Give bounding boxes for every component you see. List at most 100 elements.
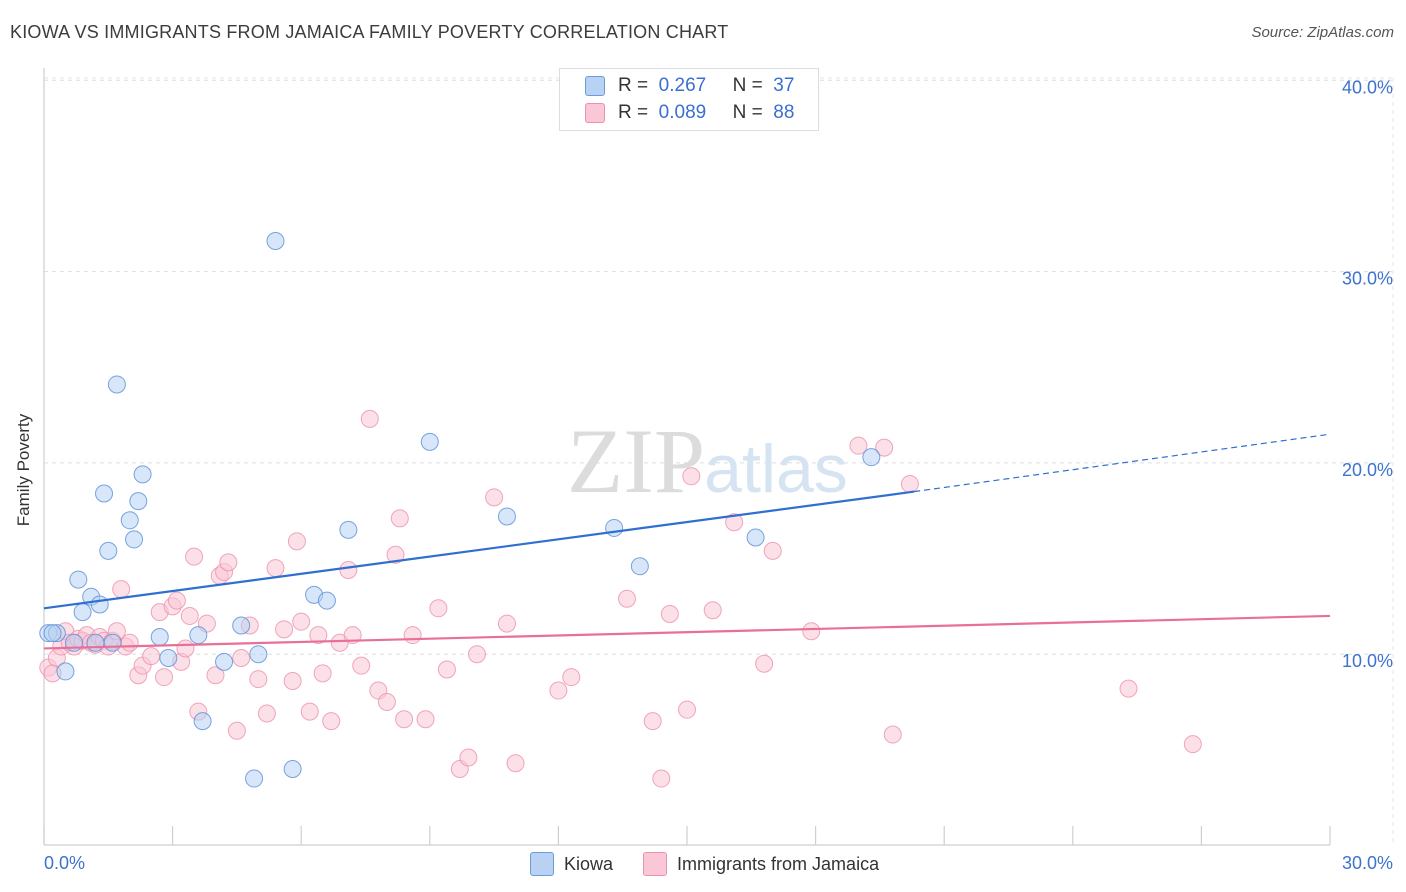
y-tick-label: 10.0%	[1342, 651, 1393, 671]
jamaica-point	[678, 700, 696, 719]
jamaica-point	[167, 591, 186, 610]
jamaica-point	[390, 509, 409, 528]
watermark-zip: ZIP	[567, 410, 705, 512]
jamaica-point	[360, 409, 379, 428]
jamaica-point	[395, 710, 414, 729]
kiowa-point	[120, 511, 139, 530]
kiowa-point	[133, 465, 152, 484]
jamaica-point	[257, 704, 276, 723]
jamaica-point	[652, 769, 671, 788]
jamaica-point	[112, 580, 131, 599]
kiowa-point	[245, 769, 264, 788]
jamaica-point	[617, 589, 636, 608]
jamaica-point	[660, 605, 679, 624]
kiowa-point	[317, 591, 336, 610]
jamaica-point	[155, 668, 174, 687]
jamaica-point	[313, 664, 332, 683]
kiowa-trend-extension	[914, 433, 1331, 493]
jamaica-point	[206, 666, 225, 685]
jamaica-point	[266, 559, 285, 578]
jamaica-point	[703, 601, 722, 620]
kiowa-point	[150, 627, 169, 646]
jamaica-point	[249, 670, 268, 689]
jamaica-point	[682, 467, 701, 486]
jamaica-point	[643, 712, 662, 731]
jamaica-point	[763, 541, 782, 560]
jamaica-point	[849, 436, 868, 455]
kiowa-point	[129, 492, 148, 511]
jamaica-point	[180, 606, 199, 625]
kiowa-point	[125, 530, 144, 549]
jamaica-point	[322, 712, 341, 731]
series-legend: Kiowa Immigrants from Jamaica	[530, 852, 909, 876]
legend-item-kiowa[interactable]: Kiowa	[530, 852, 613, 876]
jamaica-point	[883, 725, 902, 744]
kiowa-legend-swatch	[530, 852, 554, 876]
kiowa-point	[90, 595, 109, 614]
jamaica-point	[467, 645, 486, 664]
jamaica-point	[176, 639, 195, 658]
jamaica-point	[352, 656, 371, 675]
trend-lines	[43, 433, 1331, 650]
legend-label-kiowa: Kiowa	[564, 853, 614, 874]
kiowa-point	[43, 624, 62, 643]
jamaica-point	[403, 626, 422, 645]
kiowa-point	[107, 375, 126, 394]
jamaica-point	[309, 626, 328, 645]
tick-labels: 10.0% 20.0% 30.0% 40.0% 0.0% 30.0%	[44, 77, 1393, 873]
jamaica-point	[562, 668, 581, 687]
kiowa-point	[497, 507, 516, 526]
kiowa-point	[103, 633, 122, 652]
n-value-jamaica: 88	[773, 102, 795, 123]
r-label: R =	[618, 75, 649, 96]
y-tick-label: 20.0%	[1342, 460, 1393, 480]
jamaica-point	[802, 622, 821, 641]
jamaica-point	[227, 721, 246, 740]
jamaica-point	[283, 671, 302, 690]
kiowa-point	[232, 616, 251, 635]
jamaica-point	[755, 654, 774, 673]
kiowa-point	[339, 520, 358, 539]
jamaica-point	[142, 647, 161, 666]
legend-item-jamaica[interactable]: Immigrants from Jamaica	[643, 852, 879, 876]
jamaica-point	[343, 626, 362, 645]
kiowa-point	[215, 652, 234, 671]
jamaica-trend-line	[43, 614, 1331, 650]
kiowa-point	[193, 712, 212, 731]
jamaica-point	[339, 561, 358, 580]
n-value-kiowa: 37	[773, 75, 795, 96]
r-value-jamaica: 0.089	[658, 102, 707, 123]
jamaica-point	[232, 649, 251, 668]
kiowa-point	[159, 649, 178, 668]
jamaica-point	[497, 614, 516, 633]
jamaica-point	[1119, 679, 1138, 698]
kiowa-point	[746, 528, 765, 547]
n-label: N =	[732, 102, 763, 123]
jamaica-point	[275, 620, 294, 639]
kiowa-trend-line	[43, 490, 915, 610]
jamaica-point	[725, 513, 744, 532]
jamaica-point	[506, 754, 525, 773]
jamaica-point	[900, 474, 919, 493]
stats-legend-row-jamaica: R = 0.089 N = 88	[585, 101, 795, 125]
kiowa-point	[95, 484, 114, 503]
chart-source: Source: ZipAtlas.com	[1251, 24, 1394, 41]
kiowa-point	[56, 662, 75, 681]
kiowa-point	[69, 570, 88, 589]
y-tick-label: 40.0%	[1342, 77, 1393, 97]
jamaica-point	[416, 710, 435, 729]
kiowa-point	[189, 626, 208, 645]
stats-legend-row-kiowa: R = 0.267 N = 37	[585, 74, 795, 98]
x-tick-label: 0.0%	[44, 853, 85, 873]
jamaica-point	[875, 438, 894, 457]
jamaica-legend-swatch	[643, 852, 668, 876]
jamaica-point	[437, 660, 456, 679]
kiowa-point	[862, 448, 881, 467]
kiowa-point	[283, 759, 302, 778]
jamaica-point	[185, 547, 204, 566]
kiowa-point	[99, 541, 118, 560]
jamaica-point	[485, 488, 504, 507]
jamaica-swatch	[585, 103, 605, 123]
r-label: R =	[618, 102, 649, 123]
kiowa-point	[630, 557, 649, 576]
